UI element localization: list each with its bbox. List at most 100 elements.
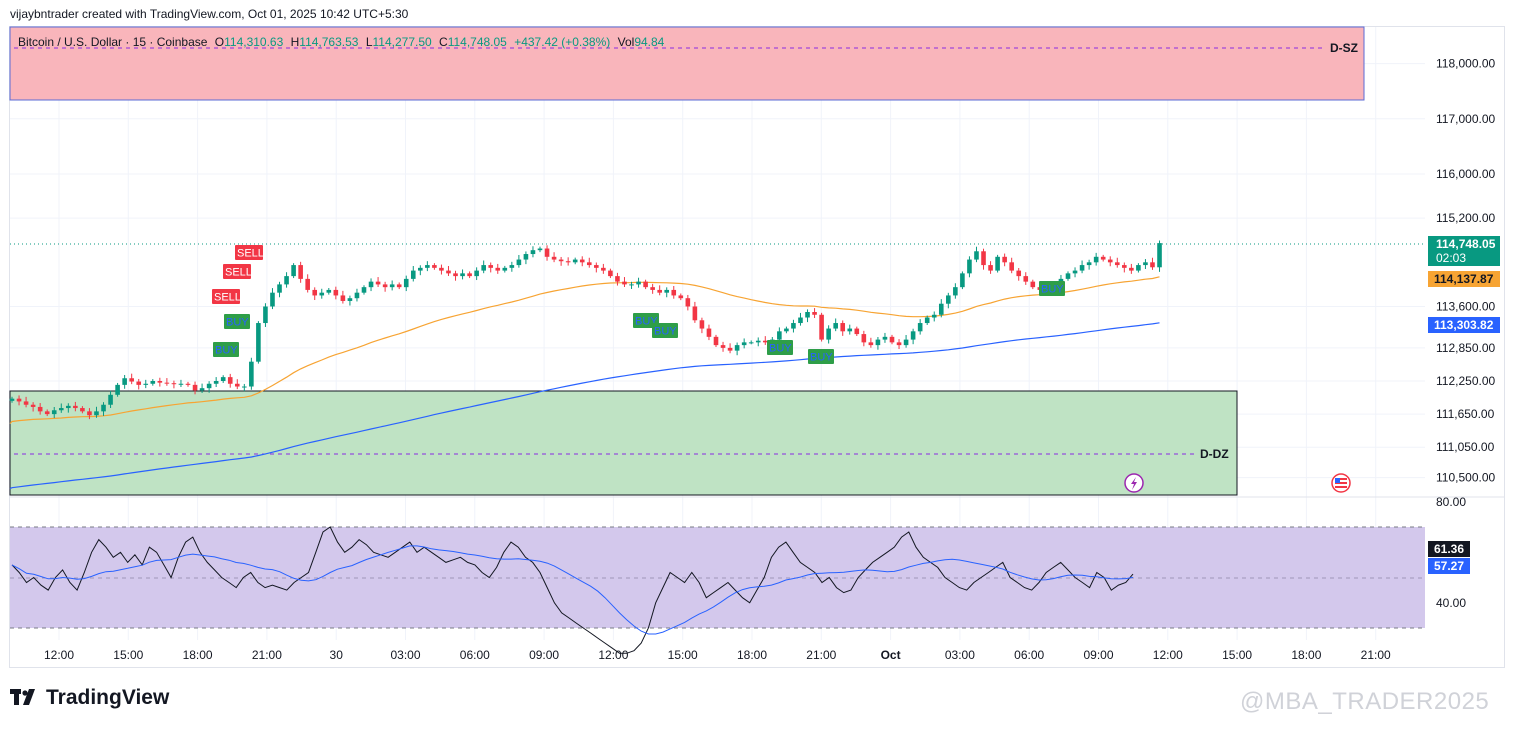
buy-signal-label: BUY <box>769 343 792 355</box>
candle-body <box>143 383 149 385</box>
open-label: O <box>215 35 224 49</box>
candle-body <box>87 411 92 416</box>
time-tick: 18:00 <box>1291 648 1321 662</box>
time-tick: 12:00 <box>1153 648 1183 662</box>
buy-signal[interactable] <box>767 340 793 355</box>
buy-signal[interactable] <box>213 342 239 357</box>
time-tick: 03:00 <box>945 648 975 662</box>
candle-body <box>910 331 916 340</box>
supply-zone-label: D-SZ <box>1330 41 1358 55</box>
sell-signal[interactable] <box>212 289 240 304</box>
candle-body <box>249 361 254 387</box>
rsi-ma-tag <box>1428 558 1470 574</box>
candle-body <box>1072 270 1078 274</box>
symbol-name: Bitcoin / U.S. Dollar · 15 · Coinbase <box>18 35 208 49</box>
candle-body <box>981 251 986 266</box>
candle-body <box>418 267 423 271</box>
buy-signal-label: BUY <box>810 352 833 364</box>
candle-body <box>403 278 409 288</box>
candle-body <box>220 377 226 381</box>
candle-body <box>931 314 937 318</box>
candle-body <box>150 381 156 384</box>
us-flag-event-icon[interactable] <box>1331 473 1351 493</box>
candle-body <box>861 334 867 343</box>
candle-body <box>44 411 50 415</box>
candle-body <box>875 339 881 346</box>
candle-body <box>256 323 261 362</box>
candle-body <box>453 273 458 277</box>
sell-signal[interactable] <box>235 245 263 260</box>
ema-fast-tag <box>1428 271 1500 287</box>
candle-body <box>37 406 43 412</box>
sell-signal[interactable] <box>223 264 251 279</box>
candle-body <box>650 287 655 290</box>
symbol-header: Bitcoin / U.S. Dollar · 15 · Coinbase O1… <box>18 35 665 49</box>
price-axis[interactable]: 118,000.00 117,000.00 116,000.00 115,200.00… <box>1436 57 1495 485</box>
time-tick: 09:00 <box>1083 648 1113 662</box>
candle-body <box>502 267 508 271</box>
tradingview-logo-text: TradingView <box>46 686 170 709</box>
price-tick: 111,050.00 <box>1436 440 1495 454</box>
candle-body <box>101 404 106 412</box>
time-axis[interactable]: 12:00 15:00 18:00 21:00 30 03:00 06:00 09:00 12:… <box>44 648 1391 662</box>
candle-body <box>270 292 275 307</box>
tradingview-logo[interactable]: TradingView <box>10 686 169 710</box>
candle-body <box>917 323 923 332</box>
candle-body <box>129 378 134 382</box>
candle-body <box>657 289 662 293</box>
time-tick: 06:00 <box>1014 648 1044 662</box>
buy-signal[interactable] <box>224 314 250 329</box>
candle-body <box>643 281 648 288</box>
buy-signal[interactable] <box>1039 281 1065 296</box>
rsi-ma-value: 57.27 <box>1434 559 1464 573</box>
candle-body <box>227 377 233 384</box>
candle-body <box>157 381 163 383</box>
candle-body <box>164 382 170 384</box>
candle-body <box>938 303 944 315</box>
candle-body <box>439 267 444 271</box>
time-tick: Oct <box>881 648 901 662</box>
open-value: 114,310.63 <box>224 35 283 49</box>
candle-body <box>1114 262 1120 266</box>
candle-body <box>115 384 120 395</box>
sell-signal-label: SELL <box>225 267 252 279</box>
candle-body <box>277 284 282 293</box>
candle-body <box>298 265 303 279</box>
candle-body <box>333 289 339 296</box>
flash-event-icon[interactable] <box>1124 473 1144 493</box>
candle-body <box>199 388 205 391</box>
candle-body <box>882 336 888 340</box>
candle-body <box>80 408 85 412</box>
candle-body <box>1030 281 1036 288</box>
time-tick: 21:00 <box>252 648 282 662</box>
candle-body <box>122 378 127 385</box>
candle-body <box>213 381 219 384</box>
candle-body <box>206 383 212 389</box>
candle-body <box>1016 270 1022 277</box>
candle-body <box>805 312 810 318</box>
rsi-line <box>11 526 1134 654</box>
candle-body <box>425 265 430 268</box>
candle-body <box>474 270 479 277</box>
candle-body <box>734 345 740 351</box>
candle-body <box>840 323 846 332</box>
candles <box>9 240 1162 420</box>
buy-signal[interactable] <box>808 349 834 364</box>
candle-body <box>692 306 698 321</box>
candle-body <box>396 284 402 288</box>
change-value: +437.42 (+0.38%) <box>514 35 610 49</box>
candle-body <box>410 270 416 279</box>
candle-body <box>284 276 289 285</box>
buy-signal[interactable] <box>652 323 678 338</box>
buy-signal-label: BUY <box>226 317 249 329</box>
candle-body <box>629 284 634 286</box>
rsi-ma-line <box>11 545 1134 635</box>
candle-body <box>636 281 641 285</box>
candle-body <box>495 267 501 271</box>
buy-signal-label: BUY <box>215 345 238 357</box>
price-tick: 117,000.00 <box>1436 112 1495 126</box>
candle-body <box>946 295 951 304</box>
sell-signal-label: SELL <box>237 248 264 260</box>
candle-body <box>551 256 557 260</box>
